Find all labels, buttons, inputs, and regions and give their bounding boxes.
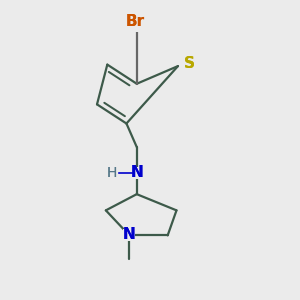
Text: S: S xyxy=(184,56,195,70)
Text: N: N xyxy=(131,166,144,181)
Bar xyxy=(184,57,196,69)
Text: H: H xyxy=(106,166,117,180)
Text: N: N xyxy=(131,166,144,181)
Text: S: S xyxy=(184,56,195,70)
Text: N: N xyxy=(123,227,136,242)
Text: Br: Br xyxy=(126,14,145,29)
Text: N: N xyxy=(123,227,136,242)
Text: H: H xyxy=(106,166,117,180)
Text: Br: Br xyxy=(126,14,145,29)
Bar xyxy=(131,167,143,179)
Bar xyxy=(124,229,135,241)
Bar xyxy=(124,20,150,32)
